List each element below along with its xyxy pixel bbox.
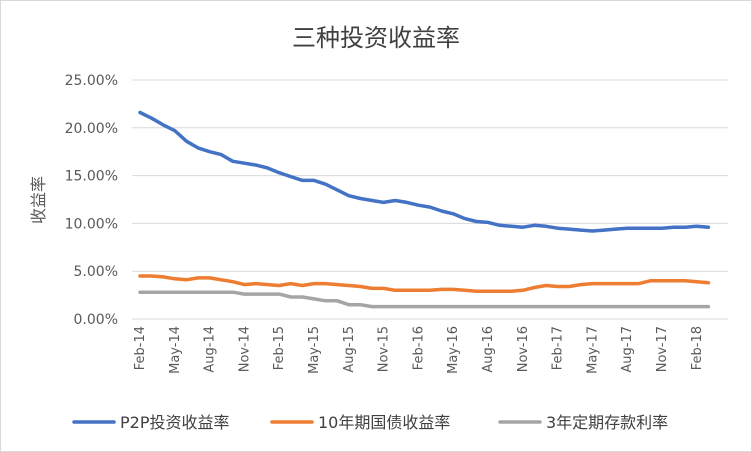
x-tick-label: Aug-15 [342,326,357,373]
legend-entry: P2P投资收益率 [120,413,229,432]
series-line-3 [138,290,711,309]
x-tick-label: Feb-16 [411,326,426,370]
legend-entry: 3年定期存款利率 [546,413,668,432]
x-tick-label: May-16 [446,326,461,374]
y-tick-label: 15.00% [65,169,118,185]
x-tick-label: May-17 [585,326,600,374]
x-tick-label: Nov-15 [377,326,392,372]
y-tick-label: 5.00% [74,264,118,280]
y-tick-label: 25.00% [65,73,118,89]
chart-title: 三种投资收益率 [292,24,460,52]
legend-entry: 10年期国债收益率 [318,413,450,432]
x-tick-label: Feb-15 [272,326,287,370]
x-tick-label: Feb-14 [133,326,148,370]
x-tick-label: Nov-14 [237,326,252,372]
y-tick-label: 10.00% [65,216,118,232]
x-tick-label: Aug-16 [481,326,496,373]
x-tick-label: May-14 [168,326,183,374]
x-tick-label: Nov-17 [655,326,670,372]
x-tick-label: Aug-14 [203,326,218,373]
x-tick-label: Aug-17 [620,326,635,373]
x-tick-label: Feb-17 [551,326,566,370]
legend: P2P投资收益率 10年期国债收益率 3年定期存款利率 [72,413,668,432]
gridlines [132,79,728,320]
x-tick-label: May-15 [307,326,322,374]
x-tick-label: Nov-16 [516,326,531,372]
y-tick-label: 0.00% [74,312,118,328]
y-axis-label: 收益率 [29,176,48,224]
series-line-1 [138,110,711,233]
series-line-2 [138,274,711,294]
series-lines [138,110,711,309]
x-axis-ticks: Feb-14 May-14 Aug-14 Nov-14 Feb-15 May-15 Aug-… [133,326,705,374]
x-tick-label: Feb-18 [690,326,705,370]
y-axis-ticks: 0.00% 5.00% 10.00% 15.00% 20.00% 25.00% [65,73,118,328]
y-tick-label: 20.00% [65,121,118,137]
